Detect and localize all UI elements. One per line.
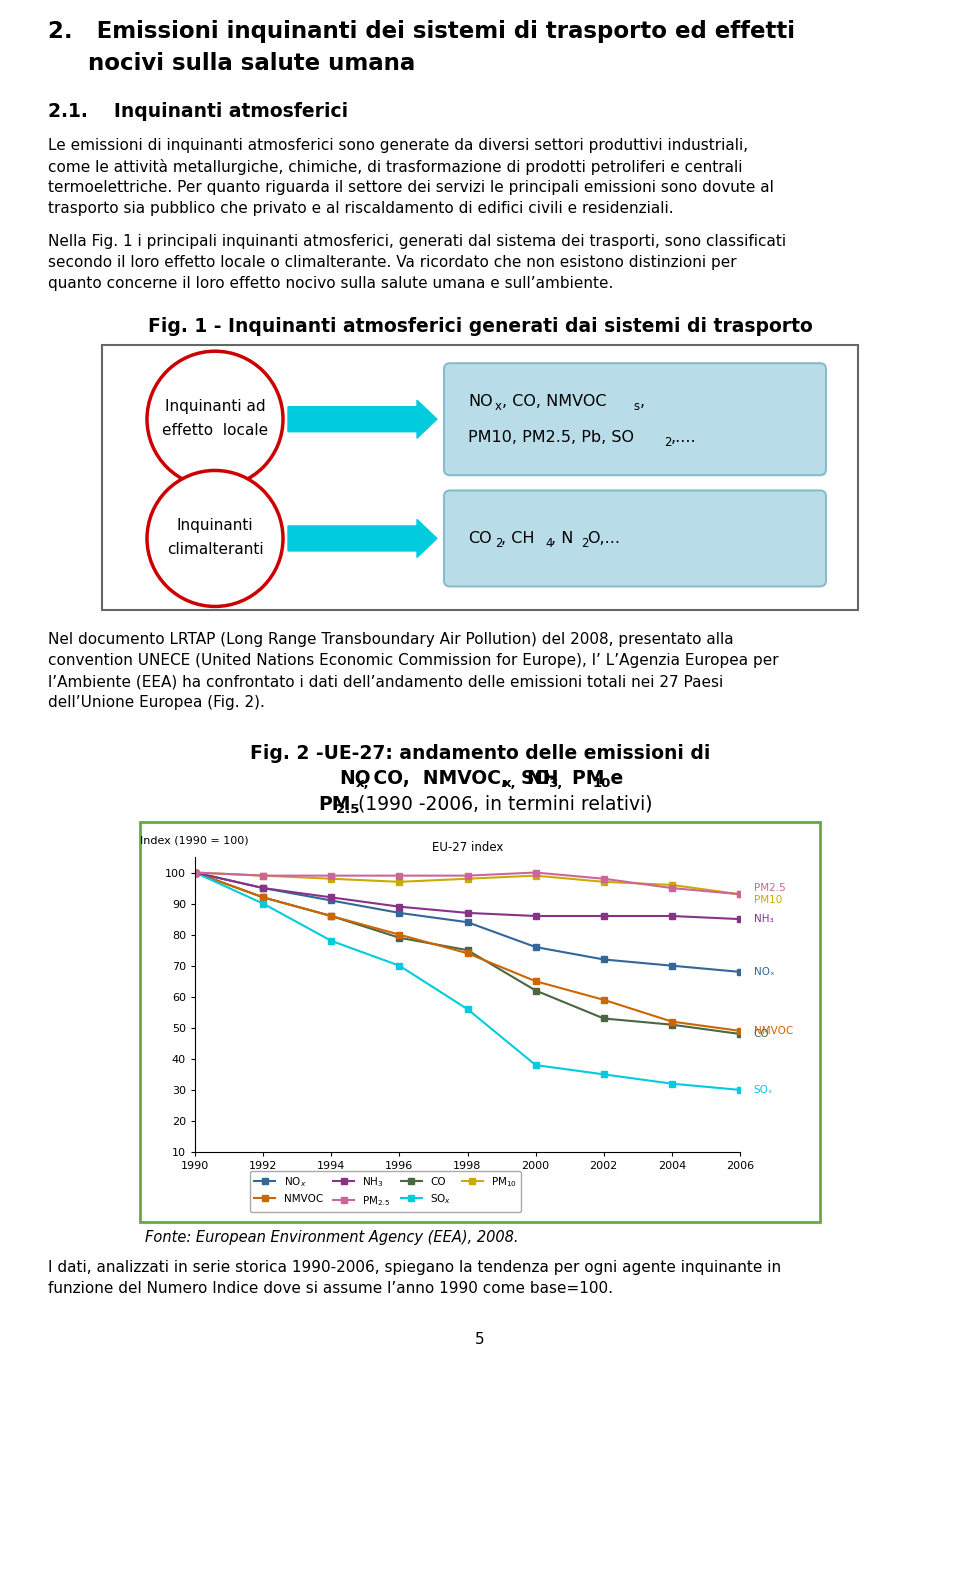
Text: Inquinanti ad: Inquinanti ad	[165, 399, 265, 413]
Text: PM10: PM10	[754, 895, 781, 906]
Text: SOₓ: SOₓ	[754, 1086, 773, 1095]
Bar	[102, 346, 858, 611]
Text: I dati, analizzati in serie storica 1990-2006, spiegano la tendenza per ogni age: I dati, analizzati in serie storica 1990…	[48, 1259, 781, 1275]
Text: funzione del Numero Indice dove si assume l’anno 1990 come base=100.: funzione del Numero Indice dove si assum…	[48, 1281, 613, 1296]
Circle shape	[147, 470, 283, 606]
Text: 4: 4	[545, 537, 553, 551]
Text: termoelettriche. Per quanto riguarda il settore dei servizi le principali emissi: termoelettriche. Per quanto riguarda il …	[48, 180, 774, 196]
Text: PM2.5: PM2.5	[754, 884, 785, 893]
Text: x,: x,	[356, 776, 370, 789]
Text: ,....: ,....	[671, 429, 697, 445]
Text: 2: 2	[495, 537, 502, 551]
Text: trasporto sia pubblico che privato e al riscaldamento di edifici civili e reside: trasporto sia pubblico che privato e al …	[48, 200, 674, 216]
Text: , N: , N	[551, 530, 573, 546]
Text: , CO, NMVOC: , CO, NMVOC	[502, 393, 607, 409]
Title: EU-27 index: EU-27 index	[432, 841, 503, 854]
Text: Fig. 1 - Inquinanti atmosferici generati dai sistemi di trasporto: Fig. 1 - Inquinanti atmosferici generati…	[148, 317, 812, 336]
Text: NOₓ: NOₓ	[754, 967, 775, 977]
Text: CO: CO	[754, 1029, 769, 1038]
Text: Nella Fig. 1 i principali inquinanti atmosferici, generati dal sistema dei trasp: Nella Fig. 1 i principali inquinanti atm…	[48, 234, 786, 249]
Legend: NO$_x$, NMVOC, NH$_3$, PM$_{2.5}$, CO, SO$_x$, PM$_{10}$: NO$_x$, NMVOC, NH$_3$, PM$_{2.5}$, CO, S…	[251, 1171, 521, 1212]
Text: 2.1.    Inquinanti atmosferici: 2.1. Inquinanti atmosferici	[48, 103, 348, 122]
Text: (1990 -2006, in termini relativi): (1990 -2006, in termini relativi)	[352, 794, 653, 814]
Text: x,: x,	[503, 776, 516, 789]
Text: PM: PM	[319, 794, 351, 814]
Text: PM10, PM2.5, Pb, SO: PM10, PM2.5, Pb, SO	[468, 429, 634, 445]
Text: l’Ambiente (EEA) ha confrontato i dati dell’andamento delle emissioni totali nei: l’Ambiente (EEA) ha confrontato i dati d…	[48, 674, 723, 690]
Text: s: s	[633, 399, 639, 413]
Text: ,: ,	[640, 393, 645, 409]
Text: 5: 5	[475, 1332, 485, 1348]
Text: NMVOC: NMVOC	[754, 1026, 793, 1035]
Text: 2.   Emissioni inquinanti dei sistemi di trasporto ed effetti: 2. Emissioni inquinanti dei sistemi di t…	[48, 21, 795, 43]
Text: Fonte: European Environment Agency (EEA), 2008.: Fonte: European Environment Agency (EEA)…	[145, 1229, 518, 1245]
FancyArrow shape	[288, 401, 437, 439]
Text: CO,  NMVOC,  SO: CO, NMVOC, SO	[367, 768, 550, 787]
Text: effetto  locale: effetto locale	[162, 423, 268, 437]
Text: climalteranti: climalteranti	[167, 541, 263, 557]
Text: Le emissioni di inquinanti atmosferici sono generate da diversi settori produtti: Le emissioni di inquinanti atmosferici s…	[48, 137, 748, 153]
FancyBboxPatch shape	[444, 491, 826, 587]
Text: 3,: 3,	[548, 776, 563, 789]
Text: NH: NH	[514, 768, 559, 787]
Text: nocivi sulla salute umana: nocivi sulla salute umana	[88, 52, 416, 76]
Text: O,...: O,...	[587, 530, 620, 546]
Text: Nel documento LRTAP (Long Range Transboundary Air Pollution) del 2008, presentat: Nel documento LRTAP (Long Range Transbou…	[48, 633, 733, 647]
Text: NO: NO	[468, 393, 492, 409]
FancyArrow shape	[288, 519, 437, 557]
Text: 10: 10	[593, 776, 612, 789]
Text: Inquinanti: Inquinanti	[177, 518, 253, 533]
Text: dell’Unione Europea (Fig. 2).: dell’Unione Europea (Fig. 2).	[48, 694, 265, 710]
Text: e: e	[604, 768, 623, 787]
Bar	[140, 822, 820, 1221]
Text: NO: NO	[339, 768, 371, 787]
Text: NH₃: NH₃	[754, 914, 773, 925]
Circle shape	[147, 352, 283, 488]
Text: Index (1990 = 100): Index (1990 = 100)	[140, 835, 250, 846]
Text: 2: 2	[581, 537, 588, 551]
Text: CO: CO	[468, 530, 492, 546]
Text: secondo il loro effetto locale o climalterante. Va ricordato che non esistono di: secondo il loro effetto locale o climalt…	[48, 256, 736, 270]
Text: , CH: , CH	[501, 530, 535, 546]
Text: come le attività metallurgiche, chimiche, di trasformazione di prodotti petrolif: come le attività metallurgiche, chimiche…	[48, 159, 742, 175]
Text: Fig. 2 -UE-27: andamento delle emissioni di: Fig. 2 -UE-27: andamento delle emissioni…	[250, 743, 710, 764]
Text: PM: PM	[559, 768, 605, 787]
FancyBboxPatch shape	[444, 363, 826, 475]
Text: quanto concerne il loro effetto nocivo sulla salute umana e sull’ambiente.: quanto concerne il loro effetto nocivo s…	[48, 276, 613, 290]
Text: 2.5: 2.5	[336, 803, 359, 816]
Text: x: x	[495, 399, 502, 413]
Text: convention UNECE (United Nations Economic Commission for Europe), l’ L’Agenzia E: convention UNECE (United Nations Economi…	[48, 653, 779, 667]
Text: 2: 2	[664, 436, 671, 448]
